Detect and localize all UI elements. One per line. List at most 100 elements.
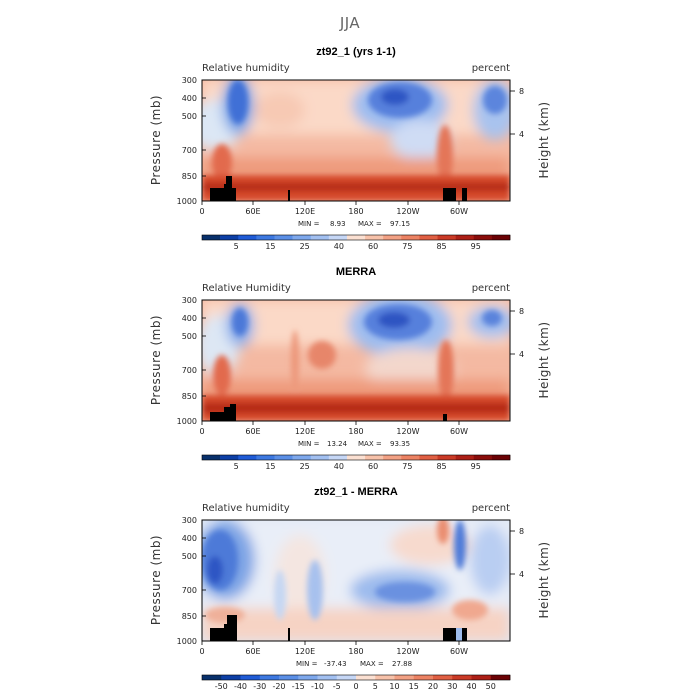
units-label: percent (472, 283, 510, 294)
y-tick-label: 700 (182, 366, 197, 375)
colorbar-label: 40 (334, 462, 344, 471)
height-tick-label: 4 (519, 130, 524, 139)
colorbar-swatch (220, 455, 239, 460)
colorbar-label: 15 (409, 682, 419, 691)
colorbar-swatch (437, 235, 456, 240)
colorbar-swatch (471, 675, 492, 680)
max-value: 27.88 (392, 660, 412, 668)
colorbar-swatch (279, 675, 299, 680)
colorbar-swatch (202, 235, 221, 240)
panel-merra: MERRA Relative Humidity percent (149, 266, 551, 471)
colorbar-label: 75 (402, 242, 412, 251)
colorbar-label: 50 (486, 682, 496, 691)
colorbar-swatch (292, 455, 312, 460)
x-tick-label: 120E (295, 647, 315, 656)
x-tick-label: 180 (348, 647, 363, 656)
x-tick-label: 0 (199, 647, 204, 656)
y-tick-label: 850 (182, 172, 197, 181)
figure-title: JJA (339, 14, 361, 32)
colorbar: -50 -40 -30 -20 -15 -10 -5 0 5 10 15 20 30 40 50 (201, 674, 511, 691)
colorbar-swatch (238, 235, 257, 240)
x-tick-label: 180 (348, 427, 363, 436)
colorbar-swatch (310, 235, 330, 240)
variable-label: Relative humidity (202, 503, 290, 514)
x-tick-label: 120E (295, 207, 315, 216)
colorbar-label: -20 (272, 682, 285, 691)
colorbar-swatch (455, 235, 475, 240)
contour-field (202, 300, 510, 421)
max-label: MAX = (360, 660, 384, 668)
colorbar-swatch (383, 455, 402, 460)
y-tick-label: 700 (182, 586, 197, 595)
height-tick-label: 4 (519, 350, 524, 359)
y-tick-label: 1000 (177, 197, 197, 206)
x-tick-label: 60E (245, 207, 260, 216)
colorbar-label: 25 (300, 462, 310, 471)
min-label: MIN = (298, 440, 320, 448)
x-tick-label: 120W (396, 427, 419, 436)
height-tick-label: 8 (519, 307, 524, 316)
colorbar-swatch (452, 675, 472, 680)
x-axis: 0 60E 120E 180 120W 60W (199, 201, 468, 216)
y-axis-left: 300 400 500 700 850 1000 Pressure (mb) (149, 516, 206, 646)
y-tick-label: 1000 (177, 637, 197, 646)
y-tick-label: 400 (182, 534, 197, 543)
colorbar-label: 15 (265, 462, 275, 471)
colorbar-swatch (346, 455, 366, 460)
colorbar-swatch (455, 455, 475, 460)
colorbar-label: 40 (334, 242, 344, 251)
y-axis-right: 8 4 Height (km) (510, 307, 551, 398)
colorbar-label: 85 (436, 242, 446, 251)
colorbar-swatch (310, 455, 330, 460)
colorbar-label: 85 (436, 462, 446, 471)
colorbar-label: -5 (333, 682, 341, 691)
colorbar-swatch (473, 235, 493, 240)
min-value: -37.43 (324, 660, 347, 668)
colorbar-swatch (220, 235, 239, 240)
x-tick-label: 0 (199, 427, 204, 436)
y-axis-left: 300 400 500 700 850 1000 Pressure (mb) (149, 296, 206, 426)
colorbar-swatch (298, 675, 318, 680)
topography-mask (210, 404, 447, 421)
colorbar-swatch (433, 675, 453, 680)
max-label: MAX = (358, 220, 382, 228)
colorbar-swatch (336, 675, 357, 680)
colorbar-swatch (292, 235, 312, 240)
colorbar-swatch (221, 675, 241, 680)
min-max-stats: MIN = -37.43 MAX = 27.88 (296, 660, 412, 668)
y-tick-label: 300 (182, 296, 197, 305)
colorbar-label: 15 (265, 242, 275, 251)
colorbar: 5 15 25 40 60 75 85 95 (201, 454, 511, 471)
colorbar-swatch (202, 675, 222, 680)
colorbar-swatch (274, 235, 293, 240)
height-tick-label: 8 (519, 87, 524, 96)
y-tick-label: 300 (182, 76, 197, 85)
y-tick-label: 500 (182, 552, 197, 561)
colorbar-swatch (491, 455, 511, 460)
colorbar-swatch (328, 235, 348, 240)
variable-label: Relative humidity (202, 63, 290, 74)
colorbar-swatch (419, 455, 438, 460)
colorbar-swatch (240, 675, 261, 680)
colorbar-swatch (394, 675, 415, 680)
panel-difference: zt92_1 - MERRA Relative humidity percent (149, 486, 551, 691)
max-label: MAX = (358, 440, 382, 448)
colorbar-swatch (346, 235, 366, 240)
colorbar-swatch (491, 235, 511, 240)
y-tick-label: 500 (182, 332, 197, 341)
topography-mask (210, 176, 467, 201)
panel-title: MERRA (336, 266, 376, 278)
min-value: 13.24 (327, 440, 348, 448)
colorbar-swatch (419, 235, 438, 240)
colorbar-swatch (383, 235, 402, 240)
panel-model: zt92_1 (yrs 1-1) Relative humidity perce… (149, 46, 551, 251)
height-tick-label: 8 (519, 527, 524, 536)
colorbar-label: 10 (389, 682, 399, 691)
min-max-stats: MIN = 13.24 MAX = 93.35 (298, 440, 410, 448)
colorbar-label: 5 (373, 682, 378, 691)
colorbar-label: -30 (253, 682, 266, 691)
x-axis: 0 60E 120E 180 120W 60W (199, 641, 468, 656)
y-axis-right: 8 4 Height (km) (510, 87, 551, 178)
colorbar-label: -50 (215, 682, 228, 691)
